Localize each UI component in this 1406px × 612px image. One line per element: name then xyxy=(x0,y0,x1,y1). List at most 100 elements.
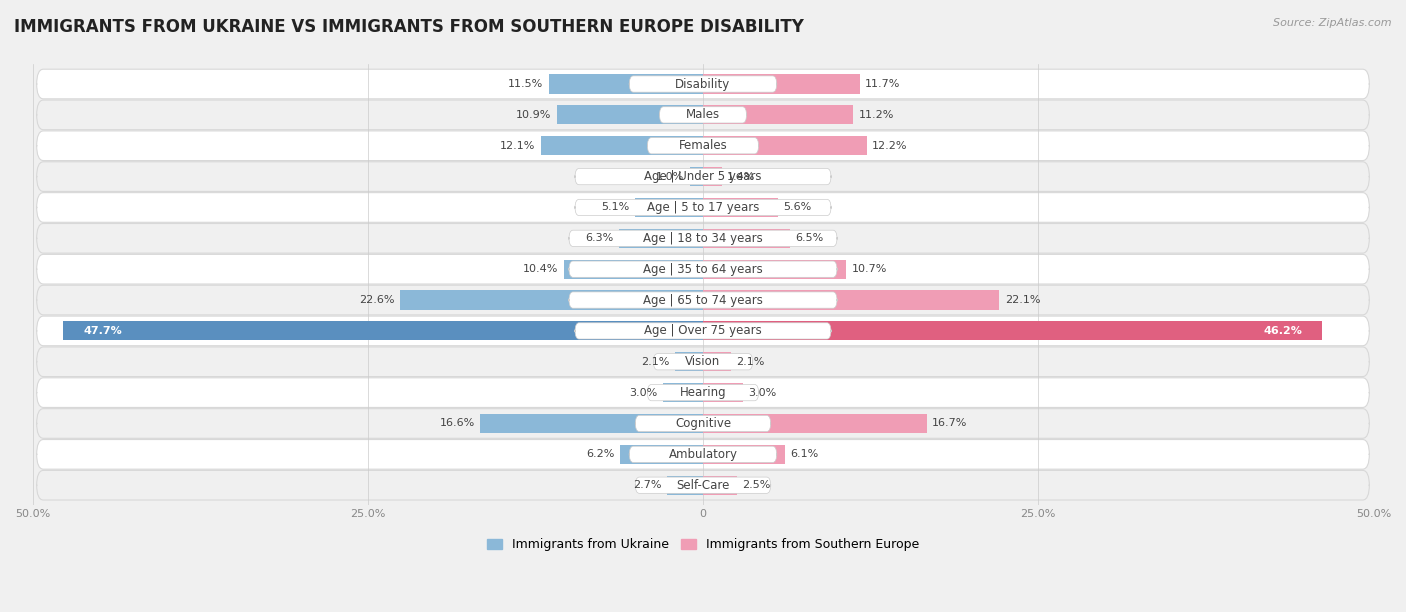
Bar xyxy=(703,229,790,248)
FancyBboxPatch shape xyxy=(37,193,1369,222)
Text: 16.7%: 16.7% xyxy=(932,419,967,428)
Text: 2.1%: 2.1% xyxy=(641,357,669,367)
Text: 2.5%: 2.5% xyxy=(742,480,770,490)
FancyBboxPatch shape xyxy=(569,292,837,308)
Bar xyxy=(703,321,1323,340)
Text: Age | 5 to 17 years: Age | 5 to 17 years xyxy=(647,201,759,214)
Bar xyxy=(703,414,927,433)
Text: IMMIGRANTS FROM UKRAINE VS IMMIGRANTS FROM SOUTHERN EUROPE DISABILITY: IMMIGRANTS FROM UKRAINE VS IMMIGRANTS FR… xyxy=(14,18,804,36)
FancyBboxPatch shape xyxy=(37,471,1369,500)
Bar xyxy=(620,445,703,464)
Bar xyxy=(564,259,703,278)
FancyBboxPatch shape xyxy=(37,347,1369,376)
FancyBboxPatch shape xyxy=(37,69,1369,99)
FancyBboxPatch shape xyxy=(37,162,1369,192)
Bar xyxy=(703,352,731,371)
Bar xyxy=(689,167,703,186)
Text: Source: ZipAtlas.com: Source: ZipAtlas.com xyxy=(1274,18,1392,28)
Bar xyxy=(63,321,703,340)
FancyBboxPatch shape xyxy=(647,138,759,154)
FancyBboxPatch shape xyxy=(647,384,759,401)
Text: Age | Under 5 years: Age | Under 5 years xyxy=(644,170,762,183)
Bar xyxy=(703,445,785,464)
Text: 12.2%: 12.2% xyxy=(872,141,907,151)
Bar xyxy=(619,229,703,248)
FancyBboxPatch shape xyxy=(37,285,1369,315)
FancyBboxPatch shape xyxy=(636,416,770,431)
Text: 47.7%: 47.7% xyxy=(83,326,122,336)
Bar xyxy=(703,105,853,124)
Text: 5.6%: 5.6% xyxy=(783,203,811,212)
Text: 1.4%: 1.4% xyxy=(727,171,755,182)
FancyBboxPatch shape xyxy=(37,378,1369,408)
Bar xyxy=(703,136,866,155)
Text: Age | 18 to 34 years: Age | 18 to 34 years xyxy=(643,232,763,245)
Text: 10.9%: 10.9% xyxy=(516,110,551,120)
Text: 11.5%: 11.5% xyxy=(508,79,544,89)
Legend: Immigrants from Ukraine, Immigrants from Southern Europe: Immigrants from Ukraine, Immigrants from… xyxy=(482,534,924,556)
Bar xyxy=(703,291,1000,310)
Text: 6.1%: 6.1% xyxy=(790,449,818,460)
Bar xyxy=(662,383,703,402)
Bar xyxy=(703,259,846,278)
Text: Males: Males xyxy=(686,108,720,121)
FancyBboxPatch shape xyxy=(37,316,1369,346)
Bar xyxy=(541,136,703,155)
Text: 2.7%: 2.7% xyxy=(633,480,661,490)
FancyBboxPatch shape xyxy=(575,168,831,185)
Bar xyxy=(634,198,703,217)
Text: Age | Over 75 years: Age | Over 75 years xyxy=(644,324,762,337)
Text: 10.7%: 10.7% xyxy=(852,264,887,274)
Text: 1.0%: 1.0% xyxy=(657,171,685,182)
FancyBboxPatch shape xyxy=(654,354,752,370)
Text: 2.1%: 2.1% xyxy=(737,357,765,367)
FancyBboxPatch shape xyxy=(636,477,770,493)
FancyBboxPatch shape xyxy=(630,76,776,92)
Text: Hearing: Hearing xyxy=(679,386,727,399)
Text: 16.6%: 16.6% xyxy=(440,419,475,428)
Text: Age | 35 to 64 years: Age | 35 to 64 years xyxy=(643,263,763,275)
Text: 6.2%: 6.2% xyxy=(586,449,614,460)
Text: Ambulatory: Ambulatory xyxy=(668,448,738,461)
Bar xyxy=(703,383,744,402)
Text: 3.0%: 3.0% xyxy=(748,387,778,398)
FancyBboxPatch shape xyxy=(575,323,831,339)
FancyBboxPatch shape xyxy=(37,131,1369,160)
Text: Disability: Disability xyxy=(675,78,731,91)
Text: 12.1%: 12.1% xyxy=(501,141,536,151)
Bar xyxy=(399,291,703,310)
FancyBboxPatch shape xyxy=(659,106,747,123)
FancyBboxPatch shape xyxy=(569,230,837,247)
Text: 6.3%: 6.3% xyxy=(585,233,613,244)
FancyBboxPatch shape xyxy=(575,200,831,215)
Text: 6.5%: 6.5% xyxy=(796,233,824,244)
Bar xyxy=(666,476,703,494)
Text: Vision: Vision xyxy=(685,356,721,368)
FancyBboxPatch shape xyxy=(630,446,776,463)
FancyBboxPatch shape xyxy=(37,255,1369,284)
Text: Age | 65 to 74 years: Age | 65 to 74 years xyxy=(643,294,763,307)
FancyBboxPatch shape xyxy=(37,100,1369,130)
Bar xyxy=(481,414,703,433)
Bar xyxy=(557,105,703,124)
Text: 3.0%: 3.0% xyxy=(628,387,658,398)
Bar xyxy=(675,352,703,371)
Bar xyxy=(703,198,778,217)
Bar xyxy=(703,476,737,494)
Text: Self-Care: Self-Care xyxy=(676,479,730,491)
Bar xyxy=(703,167,721,186)
FancyBboxPatch shape xyxy=(37,409,1369,438)
FancyBboxPatch shape xyxy=(37,223,1369,253)
FancyBboxPatch shape xyxy=(569,261,837,277)
Text: 46.2%: 46.2% xyxy=(1264,326,1302,336)
Text: 11.7%: 11.7% xyxy=(865,79,901,89)
Text: 10.4%: 10.4% xyxy=(523,264,558,274)
Text: Cognitive: Cognitive xyxy=(675,417,731,430)
Text: 5.1%: 5.1% xyxy=(600,203,630,212)
Text: 22.6%: 22.6% xyxy=(359,295,395,305)
Bar xyxy=(703,75,860,94)
Text: 22.1%: 22.1% xyxy=(1005,295,1040,305)
FancyBboxPatch shape xyxy=(37,439,1369,469)
Text: 11.2%: 11.2% xyxy=(859,110,894,120)
Bar xyxy=(548,75,703,94)
